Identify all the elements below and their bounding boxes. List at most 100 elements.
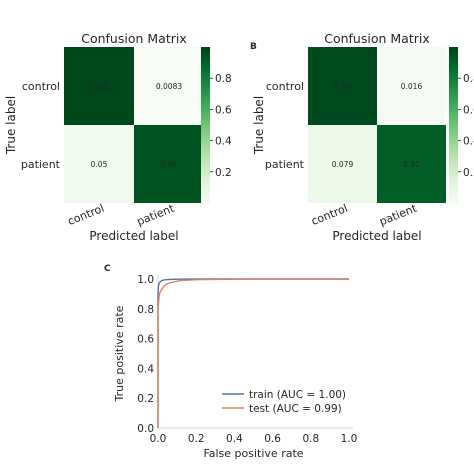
colorbar-segment	[201, 91, 210, 95]
y-tick-label: 0.8	[137, 304, 154, 316]
colorbar-segment	[201, 174, 210, 178]
colorbar-segment	[449, 122, 458, 126]
y-axis-label: True label	[252, 96, 266, 155]
colorbar-segment	[201, 86, 210, 90]
colorbar-segment	[449, 161, 458, 165]
colorbar-segment	[201, 99, 210, 103]
colorbar-segment	[449, 49, 458, 53]
colorbar-segment	[449, 140, 458, 144]
colorbar-segment	[201, 177, 210, 181]
colorbar-segment	[201, 132, 210, 136]
colorbar-segment	[449, 109, 458, 113]
x-axis-label: Predicted label	[89, 229, 178, 243]
colorbar-segment	[201, 54, 210, 58]
colorbar-tick-label: 0.6	[463, 104, 474, 116]
colorbar-segment	[201, 62, 210, 66]
colorbar-segment	[449, 104, 458, 108]
colorbar-segment	[201, 75, 210, 79]
confusion-matrix-a: Confusion Matrix 0.99 0.0083 0.05 0.95 contro…	[4, 31, 232, 243]
colorbar-segment	[201, 80, 210, 84]
colorbar-segment	[201, 109, 210, 113]
colorbar-segment	[201, 52, 210, 56]
colorbar-segment	[449, 187, 458, 191]
colorbar-segment	[201, 151, 210, 155]
heatmap-cell	[308, 125, 377, 203]
heatmap-cell	[134, 47, 204, 125]
colorbar-tick-label: 0.8	[215, 73, 232, 85]
colorbar-segment	[449, 75, 458, 79]
colorbar-segment	[201, 161, 210, 165]
colorbar-segment	[201, 145, 210, 149]
colorbar-segment	[449, 47, 458, 51]
colorbar-segment	[449, 96, 458, 100]
colorbar-segment	[201, 104, 210, 108]
colorbar-segment	[449, 119, 458, 123]
x-tick-label: 0.8	[302, 433, 319, 445]
colorbar-tick-label: 0.6	[215, 104, 232, 116]
colorbar-segment	[449, 151, 458, 155]
cell-value-label: 0.92	[403, 160, 420, 169]
colorbar-segment	[201, 114, 210, 118]
colorbar-segment	[201, 96, 210, 100]
x-axis-label: False positive rate	[203, 447, 303, 460]
colorbar-segment	[449, 182, 458, 186]
cell-value-label: 0.016	[401, 82, 423, 91]
y-tick-label: 0.0	[137, 423, 154, 435]
colorbar-tick-label: 0.8	[463, 73, 474, 85]
colorbar-segment	[449, 169, 458, 173]
x-tick-label: patient	[135, 201, 177, 228]
colorbar-segment	[201, 182, 210, 186]
colorbar-segment	[201, 49, 210, 53]
colorbar-segment	[201, 119, 210, 123]
cell-value-label: 0.98	[334, 82, 351, 91]
colorbar-segment	[449, 130, 458, 134]
cell-value-label: 0.05	[91, 160, 108, 169]
colorbar-tick-label: 0.4	[463, 136, 474, 148]
colorbar-segment	[449, 67, 458, 71]
y-tick-label: 0.6	[137, 334, 154, 346]
colorbar-segment	[201, 164, 210, 168]
colorbar-segment	[201, 67, 210, 71]
x-tick-label: 1.0	[341, 433, 358, 445]
colorbar-tick-label: 0.2	[463, 167, 474, 179]
colorbar-segment	[449, 195, 458, 199]
colorbar-segment	[449, 184, 458, 188]
chart-title: Confusion Matrix	[81, 31, 187, 46]
colorbar-segment	[449, 73, 458, 77]
colorbar-segment	[449, 99, 458, 103]
colorbar-segment	[201, 148, 210, 152]
colorbar-segment	[201, 127, 210, 131]
colorbar-segment	[201, 197, 210, 201]
colorbar-segment	[201, 140, 210, 144]
colorbar-segment	[201, 130, 210, 134]
cell-value-label: 0.079	[332, 160, 354, 169]
colorbar-segment	[449, 117, 458, 121]
colorbar-segment	[201, 101, 210, 105]
cell-value-label: 0.95	[161, 160, 178, 169]
x-tick-label: control	[66, 202, 106, 228]
colorbar-segment	[201, 60, 210, 64]
cell-value-label: 0.99	[91, 82, 108, 91]
colorbar-segment	[201, 184, 210, 188]
y-tick-label: 0.2	[137, 393, 154, 405]
colorbar-segment	[201, 135, 210, 139]
colorbar-segment	[201, 156, 210, 160]
colorbar-segment	[201, 138, 210, 142]
colorbar-segment	[201, 169, 210, 173]
colorbar-segment	[201, 70, 210, 74]
colorbar-segment	[449, 192, 458, 196]
colorbar-segment	[201, 112, 210, 116]
colorbar-tick-label: 0.2	[215, 167, 232, 179]
colorbar-segment	[449, 86, 458, 90]
y-tick-label: control	[22, 80, 60, 93]
colorbar-segment	[201, 47, 210, 51]
colorbar-segment	[449, 54, 458, 58]
heatmap-cell	[377, 47, 446, 125]
colorbar-segment	[201, 73, 210, 77]
heatmap-cell	[377, 125, 446, 203]
y-tick-label: patient	[265, 158, 305, 171]
series-line-test	[157, 278, 349, 428]
legend-entry: train (AUC = 1.00)	[249, 389, 346, 401]
heatmap-cell	[134, 125, 204, 203]
colorbar-segment	[449, 135, 458, 139]
